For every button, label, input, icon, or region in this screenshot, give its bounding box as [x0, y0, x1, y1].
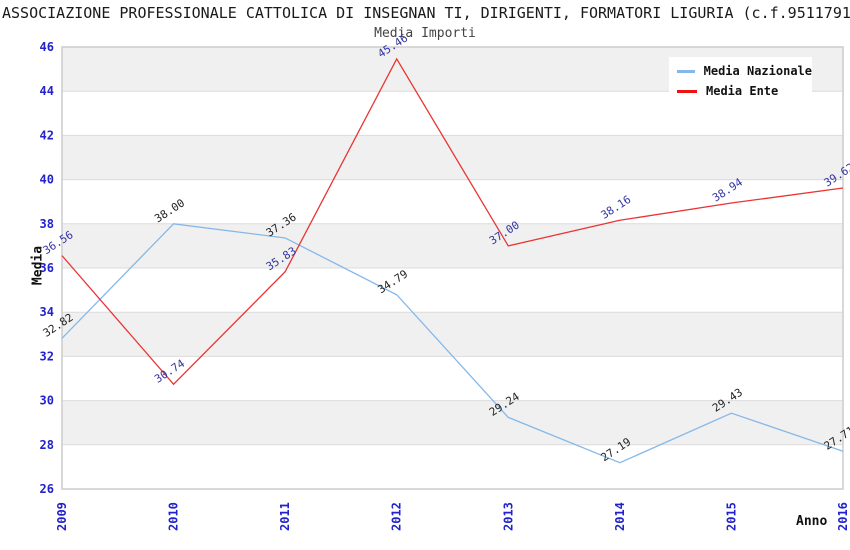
y-tick-label: 36	[40, 261, 54, 275]
x-tick-label: 2009	[55, 502, 69, 531]
x-tick-label: 2014	[613, 502, 627, 531]
point-label: 34.79	[375, 267, 410, 296]
x-tick-label: 2016	[836, 502, 850, 531]
plot-border	[61, 46, 844, 490]
y-tick-label: 44	[40, 84, 54, 98]
y-tick-label: 26	[40, 482, 54, 496]
y-tick-label: 28	[40, 438, 54, 452]
y-tick-label: 34	[40, 305, 54, 319]
point-label: 38.16	[599, 193, 634, 222]
series-line-media-ente	[61, 57, 844, 386]
point-label: 38.00	[152, 196, 187, 225]
x-axis-title: Anno	[796, 514, 828, 529]
y-tick-label: 46	[40, 40, 54, 54]
legend: Media Nazionale Media Ente	[669, 57, 812, 105]
legend-item-media-ente: Media Ente	[677, 84, 812, 98]
x-tick-label: 2015	[724, 502, 738, 531]
x-tick-label: 2011	[278, 502, 292, 531]
y-tick-label: 40	[40, 173, 54, 187]
chart-subtitle: Media Importi	[374, 26, 476, 41]
plot-band	[62, 400, 843, 445]
legend-item-media-nazionale: Media Nazionale	[677, 64, 812, 78]
page-title: ASSOCIAZIONE PROFESSIONALE CATTOLICA DI …	[2, 4, 850, 22]
legend-line-swatch-nazionale	[677, 69, 695, 73]
plot-band	[62, 223, 843, 268]
legend-label: Media Nazionale	[703, 64, 812, 78]
y-tick-label: 38	[40, 217, 54, 231]
x-tick-label: 2013	[501, 502, 515, 531]
y-axis-title: Media	[30, 245, 46, 286]
y-tick-label: 30	[40, 394, 54, 408]
x-tick-label: 2010	[167, 502, 181, 531]
series-line-media-nazionale	[61, 223, 844, 464]
legend-line-swatch-ente	[677, 89, 697, 93]
y-tick-label: 32	[40, 349, 54, 363]
legend-label: Media Ente	[706, 84, 779, 98]
y-tick-label: 42	[40, 128, 54, 142]
plot-band	[62, 312, 843, 357]
point-label: 30.74	[152, 357, 187, 386]
x-tick-label: 2012	[390, 502, 404, 531]
plot-band	[62, 135, 843, 180]
